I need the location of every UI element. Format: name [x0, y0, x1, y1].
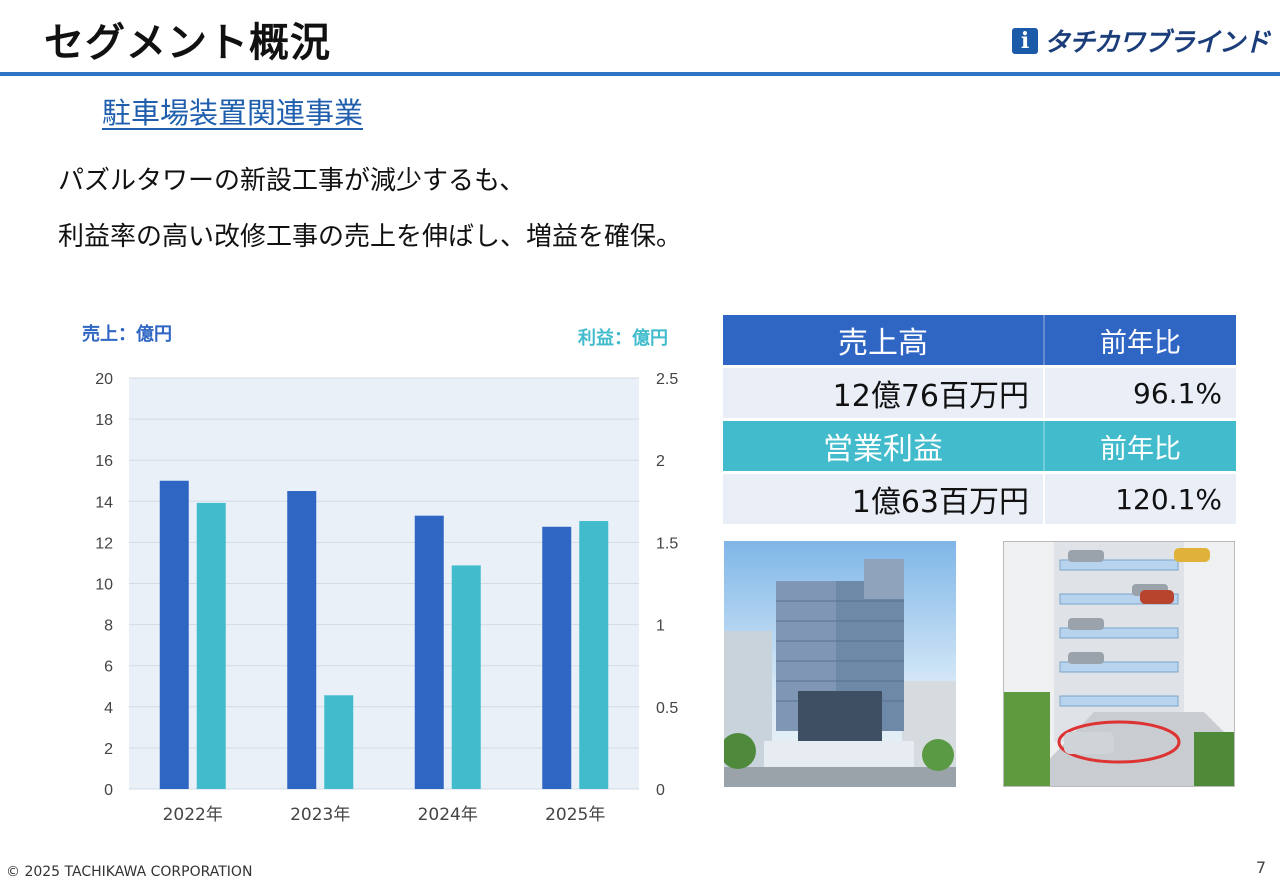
right-tick-label: 0	[656, 782, 665, 799]
profit-value: 1億63百万円	[723, 474, 1045, 524]
left-axis-label: 売上：億円	[82, 323, 172, 345]
copyright: © 2025 TACHIKAWA CORPORATION	[6, 864, 253, 880]
profit-yoy-value: 120.1%	[1045, 474, 1236, 524]
left-tick-label: 2	[104, 741, 113, 758]
sales-bar	[287, 491, 317, 789]
header-divider	[0, 72, 1280, 76]
page-number: 7	[1255, 858, 1266, 877]
left-tick-label: 8	[104, 618, 113, 635]
profit-label: 営業利益	[723, 421, 1045, 471]
right-tick-label: 1	[656, 618, 665, 635]
left-tick-label: 16	[95, 453, 113, 470]
sales-bar	[414, 515, 444, 789]
kpi-sales-header-row: 売上高 前年比	[723, 315, 1236, 365]
x-tick-label: 2025年	[545, 805, 605, 825]
right-tick-label: 1.5	[656, 535, 678, 552]
profit-yoy-label: 前年比	[1045, 421, 1236, 471]
sales-bar	[159, 480, 189, 789]
left-tick-label: 18	[95, 412, 113, 429]
sales-yoy-value: 96.1%	[1045, 368, 1236, 418]
company-logo: i タチカワブラインド	[1012, 22, 1270, 59]
sales-bar	[542, 526, 572, 789]
section-subtitle: 駐車場装置関連事業	[102, 96, 364, 130]
left-tick-label: 6	[104, 659, 113, 676]
profit-bar	[579, 521, 609, 789]
lead-text-line-2: 利益率の高い改修工事の売上を伸ばし、増益を確保。	[58, 222, 683, 252]
profit-bar	[324, 695, 354, 789]
sales-value: 12億76百万円	[723, 368, 1045, 418]
sales-profit-bar-chart: 0 2 4 6 8 10 12 14 16 18 20 0 0.5 1 1.5 2 2.5 売上：億円 利益：億円 2…	[82, 323, 678, 825]
right-tick-label: 0.5	[656, 700, 678, 717]
profit-bar	[451, 565, 481, 789]
page-title: セグメント概況	[44, 20, 331, 66]
x-tick-label: 2023年	[290, 805, 350, 825]
left-tick-label: 10	[95, 577, 113, 594]
left-tick-label: 4	[104, 700, 113, 717]
left-tick-label: 12	[95, 535, 113, 552]
left-tick-label: 14	[95, 494, 113, 511]
kpi-profit-value-row: 1億63百万円 120.1%	[723, 474, 1236, 524]
parking-tower-photo	[1003, 541, 1235, 787]
x-tick-label: 2024年	[418, 805, 478, 825]
kpi-sales-value-row: 12億76百万円 96.1%	[723, 368, 1236, 418]
kpi-table: 売上高 前年比 12億76百万円 96.1% 営業利益 前年比 1億63百万円 …	[723, 312, 1236, 527]
logo-mark-icon: i	[1012, 27, 1038, 54]
kpi-profit-header-row: 営業利益 前年比	[723, 421, 1236, 471]
left-tick-label: 20	[95, 371, 113, 388]
building-illustration	[724, 559, 956, 787]
right-tick-label: 2.5	[656, 371, 678, 388]
profit-bar	[196, 502, 226, 789]
left-tick-label: 0	[104, 782, 113, 799]
lead-text-line-1: パズルタワーの新設工事が減少するも、	[58, 166, 526, 196]
building-photo	[724, 541, 956, 787]
sales-yoy-label: 前年比	[1045, 315, 1236, 365]
x-tick-label: 2022年	[163, 805, 223, 825]
right-axis-label: 利益：億円	[578, 327, 668, 349]
right-tick-label: 2	[656, 453, 665, 470]
sales-label: 売上高	[723, 315, 1045, 365]
parking-tower-illustration	[1004, 542, 1234, 786]
logo-text: タチカワブラインド	[1044, 28, 1270, 58]
